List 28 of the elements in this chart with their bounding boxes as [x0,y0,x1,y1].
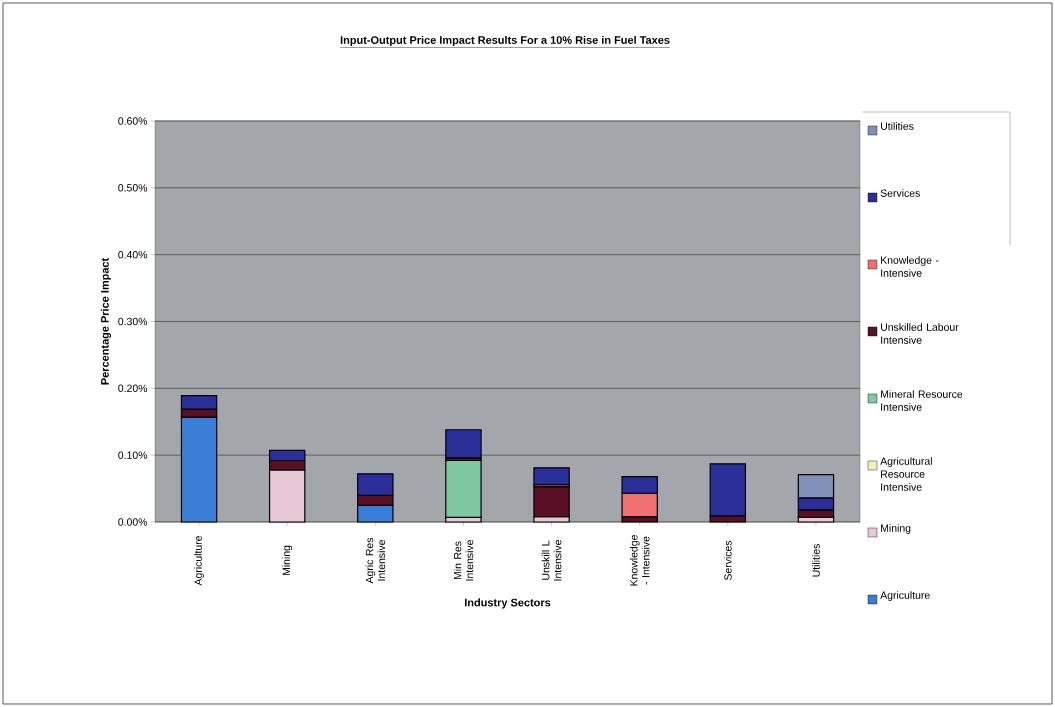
legend-label: Utilities [881,122,914,130]
y-tick-label: 0.60% [118,117,148,125]
y-tick-label: 0.00% [118,518,148,526]
x-tick-label: Utilities [812,544,820,577]
y-axis-title: Percentage Price Impact [100,257,111,385]
x-axis-title: Industry Sectors [465,598,551,609]
legend-label: Agriculture [880,591,930,601]
legend-label: Mining [881,524,911,534]
y-tick-label: 0.40% [118,250,148,259]
x-tick-label: Agric Res Intensive [365,537,386,584]
bar [445,429,482,459]
chart-title: Input-Output Price Impact Results For a 10% Rise in Fuel Taxes [340,35,670,47]
y-tick-label: 0.30% [118,317,148,326]
x-tick-label: Min Res Intensive [453,540,474,581]
legend-label: Agricultural Resource Intensive [880,457,932,491]
y-tick-label: 0.50% [118,184,148,192]
legend-label: Services [880,189,920,197]
legend-label: Mineral Resource Intensive [881,390,963,411]
x-tick-label: Knowledge - Intensive [629,535,650,586]
x-tick-label: Mining [282,545,293,576]
legend-label: Unskilled Labour Intensive [881,323,959,344]
x-tick-label: Unskill L Intensive [541,540,562,581]
x-tick-label: Services [723,540,732,581]
y-tick-label: 0.10% [118,451,148,459]
bar [533,467,570,486]
legend-label: Knowledge - Intensive [881,256,939,277]
y-tick-label: 0.20% [118,384,148,393]
x-tick-label: Agriculture [194,535,204,586]
